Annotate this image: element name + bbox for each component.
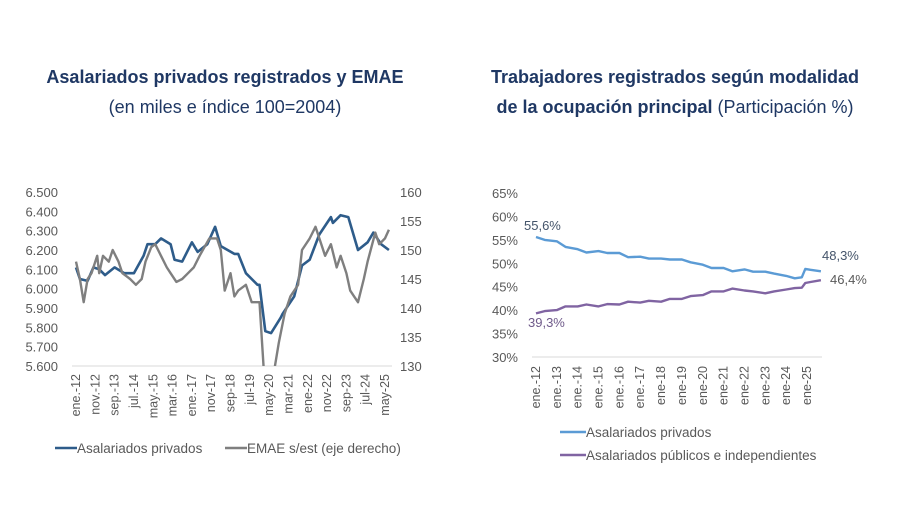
x-tick-label: ene.-17 xyxy=(185,374,199,416)
left-chart-subtitle: (en miles e índice 100=2004) xyxy=(108,97,342,117)
y-tick-label: 5.800 xyxy=(25,320,58,335)
x-tick-label: may.-15 xyxy=(146,374,160,418)
y-tick-label: 35% xyxy=(492,327,518,342)
legend-label: EMAE s/est (eje derecho) xyxy=(247,441,401,456)
x-tick-label: ene.-15 xyxy=(592,366,606,408)
y-tick-label: 50% xyxy=(492,256,518,271)
y-tick-label: 6.100 xyxy=(25,262,58,277)
right-chart-title-block: Trabajadores registrados según modalidad… xyxy=(450,62,900,122)
y-tick-label: 6.300 xyxy=(25,224,58,239)
y-tick-label: 6.400 xyxy=(25,204,58,219)
x-tick-label: sep.-13 xyxy=(108,374,122,416)
series-line-asalariados-publicos xyxy=(535,279,822,315)
x-tick-label: ene-23 xyxy=(758,366,772,405)
x-tick-label: ene.-12 xyxy=(529,366,543,408)
x-tick-label: nov-17 xyxy=(204,374,218,412)
x-tick-label: ene-22 xyxy=(301,374,315,413)
data-label-publicos-start: 39,3% xyxy=(528,315,565,330)
x-tick-label: jul.-14 xyxy=(127,374,141,409)
y-tick-label: 5.900 xyxy=(25,301,58,316)
right-chart-title-line2: de la ocupación principal (Participación… xyxy=(496,97,854,117)
y2-tick-label: 150 xyxy=(400,243,422,258)
x-tick-label: ene-21 xyxy=(717,366,731,405)
y-tick-label: 5.700 xyxy=(25,340,58,355)
y-tick-label: 60% xyxy=(492,209,518,224)
x-tick-label: ene-24 xyxy=(779,366,793,405)
legend-label: Asalariados públicos e independientes xyxy=(586,448,817,463)
x-tick-label: ene-19 xyxy=(675,366,689,405)
x-tick-label: ene.-16 xyxy=(612,366,626,408)
data-label-publicos-end: 46,4% xyxy=(830,272,867,287)
right-chart-title: Trabajadores registrados según modalidad xyxy=(490,67,860,87)
x-tick-label: mar-21 xyxy=(281,374,295,414)
y2-tick-label: 130 xyxy=(400,359,422,374)
x-tick-label: ene.-14 xyxy=(571,366,585,408)
y-tick-label: 65% xyxy=(492,186,518,201)
y2-tick-label: 145 xyxy=(400,272,422,287)
legend-label: Asalariados privados xyxy=(77,441,203,456)
x-tick-label: sep-23 xyxy=(339,374,353,412)
series-line-asalariados-privados xyxy=(535,235,822,280)
x-tick-label: nov.-12 xyxy=(88,374,102,415)
x-tick-label: may-25 xyxy=(378,374,392,416)
x-tick-label: jul-24 xyxy=(359,374,373,406)
x-tick-label: sep-18 xyxy=(224,374,238,412)
y2-tick-label: 135 xyxy=(400,330,422,345)
y-tick-label: 5.600 xyxy=(25,359,58,374)
x-tick-label: ene-25 xyxy=(800,366,814,405)
y2-tick-label: 140 xyxy=(400,301,422,316)
x-tick-label: jul-19 xyxy=(243,374,257,406)
series-line-emae xyxy=(74,225,390,366)
x-tick-label: ene-20 xyxy=(696,366,710,405)
x-tick-label: ene-22 xyxy=(737,366,751,405)
y2-tick-label: 160 xyxy=(400,185,422,200)
y-tick-label: 55% xyxy=(492,233,518,248)
y-tick-label: 6.500 xyxy=(25,185,58,200)
x-tick-label: mar.-16 xyxy=(166,374,180,416)
y-tick-label: 45% xyxy=(492,280,518,295)
left-chart-title: Asalariados privados registrados y EMAE xyxy=(46,67,404,87)
data-label-privados-start: 55,6% xyxy=(524,218,561,233)
y-tick-label: 6.000 xyxy=(25,282,58,297)
x-tick-label: may-20 xyxy=(262,374,276,416)
x-tick-label: ene-18 xyxy=(654,366,668,405)
x-tick-label: nov-22 xyxy=(320,374,334,412)
y-tick-label: 6.200 xyxy=(25,243,58,258)
y-tick-label: 30% xyxy=(492,350,518,365)
y2-tick-label: 155 xyxy=(400,214,422,229)
left-chart-title-block: Asalariados privados registrados y EMAE … xyxy=(0,62,450,122)
legend-label: Asalariados privados xyxy=(586,425,712,440)
x-tick-label: ene.-13 xyxy=(550,366,564,408)
data-label-privados-end: 48,3% xyxy=(822,248,859,263)
y-tick-label: 40% xyxy=(492,303,518,318)
x-tick-label: ene.-17 xyxy=(633,366,647,408)
x-tick-label: ene.-12 xyxy=(69,374,83,416)
